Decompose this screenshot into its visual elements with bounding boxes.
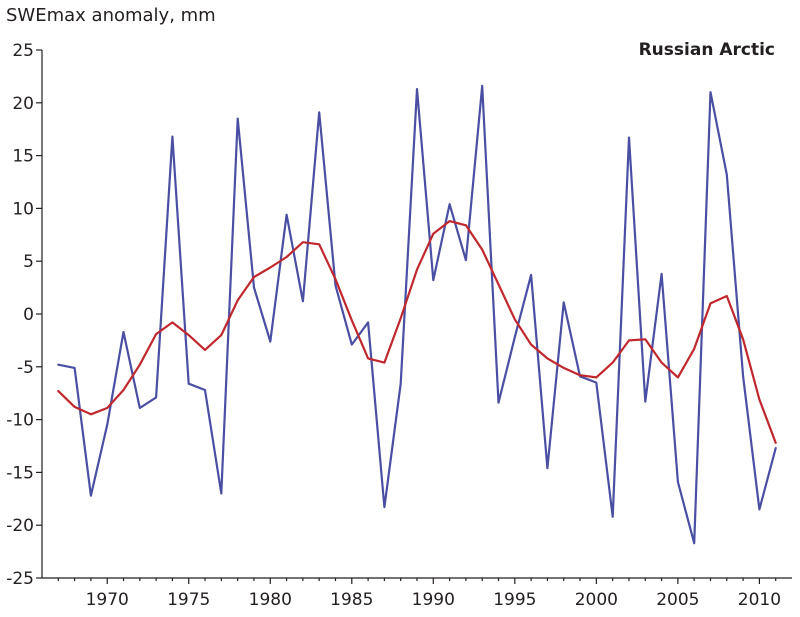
y-tick-label: -5 <box>17 358 34 378</box>
x-tick-label: 2010 <box>738 590 781 610</box>
x-tick-label: 2000 <box>575 590 618 610</box>
region-annotation: Russian Arctic <box>639 40 775 60</box>
y-tick-label: 15 <box>12 147 34 167</box>
axes: -25 -20 -15 -10 -5 0 5 10 15 20 25 1970 1975 1980 1985… <box>6 41 792 610</box>
annual-anomaly-line <box>57 84 777 545</box>
smoothed-anomaly-line <box>57 220 777 444</box>
y-tick-label: -15 <box>6 463 34 483</box>
y-tick-label: -10 <box>6 411 34 431</box>
y-tick-label: 5 <box>23 252 34 272</box>
x-tick-label: 1985 <box>330 590 373 610</box>
y-tick-label: 20 <box>12 94 34 114</box>
y-axis-label: SWEmax anomaly, mm <box>6 5 216 26</box>
y-tick-label: -20 <box>6 516 34 536</box>
y-tick-label: 0 <box>23 305 34 325</box>
x-tick-label: 1995 <box>493 590 536 610</box>
x-tick-label: 1975 <box>167 590 210 610</box>
x-tick-label: 1970 <box>86 590 129 610</box>
y-tick-label: 10 <box>12 199 34 219</box>
y-tick-label: -25 <box>6 569 34 589</box>
x-tick-label: 2005 <box>656 590 699 610</box>
x-tick-label: 1990 <box>412 590 455 610</box>
x-tick-label: 1980 <box>249 590 292 610</box>
y-tick-label: 25 <box>12 41 34 61</box>
series-layer <box>57 84 777 545</box>
